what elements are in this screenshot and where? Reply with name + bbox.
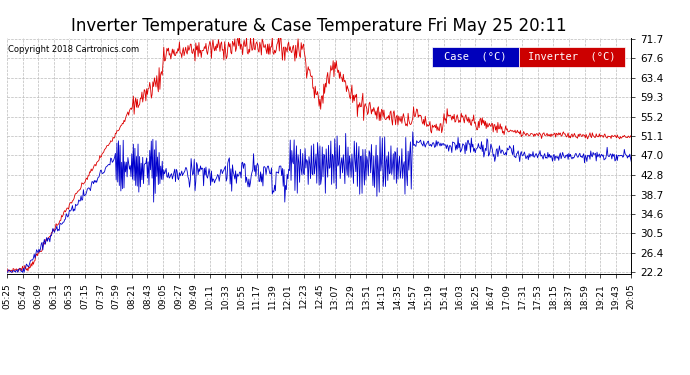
FancyBboxPatch shape <box>519 47 625 67</box>
FancyBboxPatch shape <box>431 47 519 67</box>
Text: Inverter  (°C): Inverter (°C) <box>529 52 615 62</box>
Text: Case  (°C): Case (°C) <box>444 52 506 62</box>
Title: Inverter Temperature & Case Temperature Fri May 25 20:11: Inverter Temperature & Case Temperature … <box>71 16 567 34</box>
Text: Copyright 2018 Cartronics.com: Copyright 2018 Cartronics.com <box>8 45 139 54</box>
